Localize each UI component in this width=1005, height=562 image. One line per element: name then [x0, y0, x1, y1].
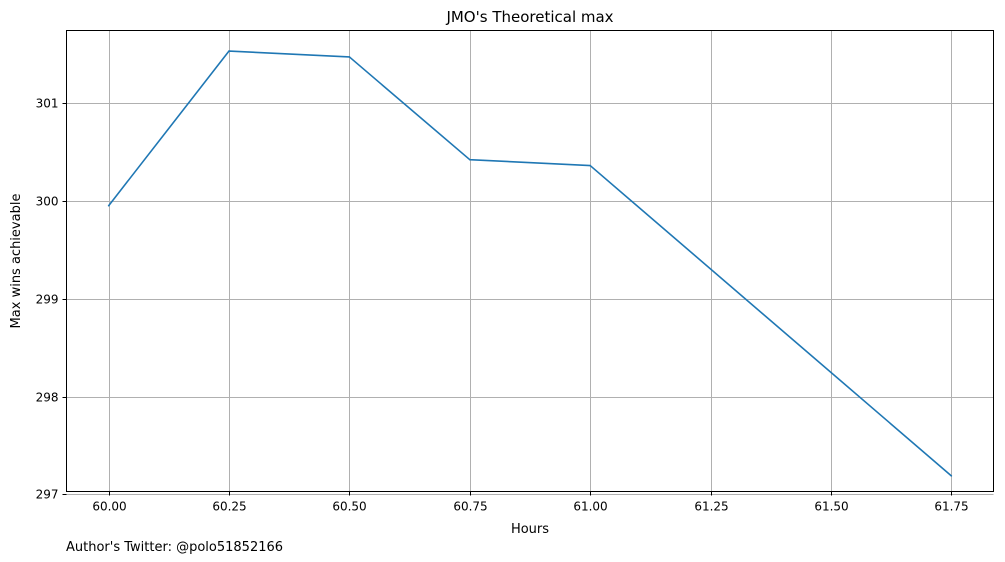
x-tick-label: 60.75	[453, 500, 487, 514]
author-footer: Author's Twitter: @polo51852166	[66, 540, 283, 555]
x-axis-title: Hours	[511, 522, 549, 537]
data-point	[348, 56, 351, 58]
series-line	[108, 50, 952, 477]
y-axis-title: Max wins achievable	[9, 194, 24, 329]
chart-title: JMO's Theoretical max	[445, 8, 613, 26]
x-tick-label: 60.00	[92, 500, 126, 514]
x-tick-label: 60.50	[332, 500, 366, 514]
y-tick-label: 298	[36, 391, 59, 405]
y-tick-label: 297	[36, 488, 59, 502]
x-tick-label: 61.75	[934, 500, 968, 514]
grid-lines	[66, 30, 994, 495]
y-tick-label: 300	[36, 195, 59, 209]
data-point	[950, 475, 953, 477]
x-tick-label: 61.00	[573, 500, 607, 514]
data-point	[589, 164, 591, 167]
data-point	[228, 50, 230, 52]
plot-frame	[66, 30, 994, 492]
data-point	[469, 158, 471, 161]
series-lines	[107, 50, 953, 477]
y-tick-label: 301	[36, 97, 59, 111]
axis-ticks: 60.00 60.25 60.50 60.75 61.00 61.25 61.50 61.75…	[36, 97, 969, 514]
x-tick-label: 61.25	[694, 500, 728, 514]
y-tick-label: 299	[36, 293, 59, 307]
data-point	[107, 204, 110, 207]
x-tick-label: 61.50	[814, 500, 848, 514]
x-tick-label: 60.25	[212, 500, 246, 514]
